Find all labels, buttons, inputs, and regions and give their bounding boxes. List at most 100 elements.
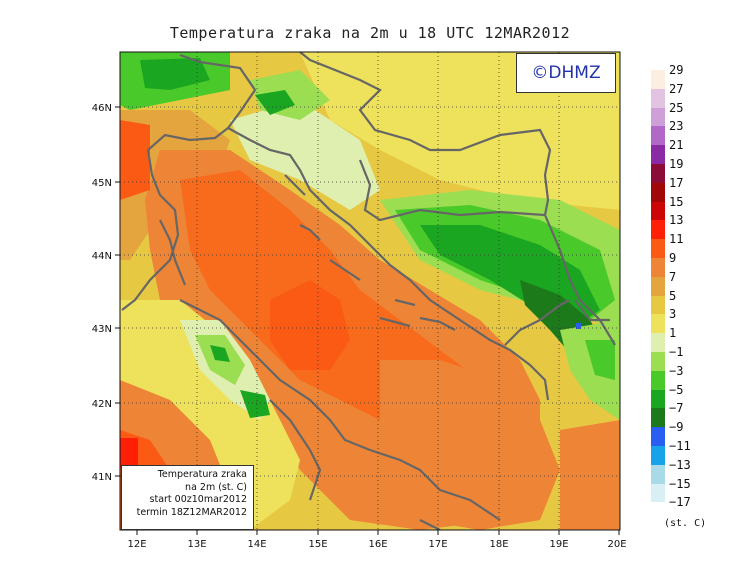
y-tick-label: 42N [92,399,112,410]
x-tick-label: 18E [489,539,508,550]
legend-label: −11 [669,439,691,453]
tick-marks [115,106,620,535]
legend-swatch [651,295,665,315]
legend-label: 13 [669,213,684,228]
legend-swatch [651,446,665,465]
y-tick-label: 41N [92,472,112,483]
map-frame [119,51,621,531]
legend-label: 17 [669,175,684,190]
dhmz-logo: ©DHMZ [516,53,616,93]
x-tick-label: 14E [247,539,266,550]
legend-level: −5 [651,383,731,409]
legend-label: 19 [669,157,684,171]
legend-swatch [651,88,665,108]
legend-swatch [651,182,665,202]
legend-level: 7 [651,270,731,296]
legend-label: −3 [669,363,684,378]
legend-swatch [651,389,665,409]
legend-level: −15 [651,477,731,503]
legend-level: 1 [651,326,731,352]
legend-level: −7 [651,401,731,428]
y-tick-label: 46N [92,103,112,114]
x-tick-label: 20E [607,539,626,550]
legend-label: −1 [669,345,684,359]
legend-unit: (st. C) [664,518,707,529]
legend-swatch [651,145,665,164]
color-legend: 29 27 25 23 21 19 17 15 13 11 9 7 5 3 1 −1 −3 −5 −7 −9 −11 −1… [651,63,731,540]
legend-label: −7 [669,401,684,416]
legend-label: 9 [669,251,677,265]
legend-level: 25 [651,101,731,127]
legend-label: 27 [669,81,684,96]
legend-label: 15 [669,194,684,209]
legend-swatch [651,370,665,390]
legend-label: 3 [669,307,677,322]
legend-label: −15 [669,476,691,491]
x-tick-label: 12E [127,539,146,550]
legend-swatch [651,427,665,446]
legend-swatch [651,239,665,258]
legend-swatch [651,464,665,484]
legend-label: −13 [669,457,691,472]
y-tick-label: 43N [92,324,112,335]
legend-swatch [651,352,665,371]
legend-swatch [651,483,665,503]
x-tick-label: 16E [368,539,387,550]
legend-swatch [651,258,665,277]
coastlines [121,52,616,530]
legend-swatch [651,220,665,240]
legend-level: 3 [651,307,731,334]
legend-swatch [651,314,665,334]
legend-label: 21 [669,138,684,153]
legend-label: 29 [669,63,684,77]
legend-swatch [651,333,665,352]
legend-level: 21 [651,138,731,164]
legend-label: 7 [669,269,677,284]
x-tick-label: 13E [187,539,206,550]
info-line: na 2m (st. C) [185,481,247,493]
legend-label: 23 [669,119,684,134]
legend-level: 9 [651,251,731,277]
legend-level: −17 [651,495,731,522]
legend-level: 17 [651,176,731,202]
legend-level: 15 [651,195,731,221]
legend-level: −13 [651,458,731,484]
legend-label: 5 [669,288,677,303]
legend-label: 25 [669,100,684,115]
info-line: Temperatura zraka [157,469,247,480]
legend-swatch [651,107,665,127]
y-tick-labels: 46N 45N 44N 43N 42N 41N [92,103,112,483]
legend-level: −9 [651,420,731,446]
legend-swatch [651,126,665,146]
legend-level: 27 [651,82,731,108]
legend-level: 13 [651,213,731,240]
legend-swatch [651,276,665,296]
legend-level: 5 [651,289,731,315]
legend-label: −9 [669,420,684,435]
legend-level: 11 [651,232,731,258]
legend-level: 19 [651,157,731,183]
map-title: Temperatura zraka na 2m u 18 UTC 12MAR20… [169,24,571,42]
legend-level: −1 [651,345,731,371]
info-line: start 00z10mar2012 [149,494,247,505]
legend-label: −5 [669,382,684,397]
x-tick-label: 19E [549,539,568,550]
x-tick-label: 15E [308,539,327,550]
legend-level: 29 [651,63,731,89]
info-box: Temperatura zraka na 2m (st. C) start 00… [121,465,254,530]
legend-level: −3 [651,364,731,390]
legend-label: −17 [669,495,691,510]
legend-level: −11 [651,439,731,465]
legend-swatch [651,502,665,522]
info-line: termin 18Z12MAR2012 [136,506,247,518]
legend-label: 1 [669,326,677,341]
x-tick-label: 17E [428,539,447,550]
legend-swatch [651,70,665,89]
x-tick-labels: 12E 13E 14E 15E 16E 17E 18E 19E 20E [127,539,626,550]
legend-level: 23 [651,119,731,146]
legend-swatch [651,201,665,221]
legend-label: 11 [669,232,684,247]
legend-swatch [651,164,665,183]
y-tick-label: 44N [92,251,112,262]
